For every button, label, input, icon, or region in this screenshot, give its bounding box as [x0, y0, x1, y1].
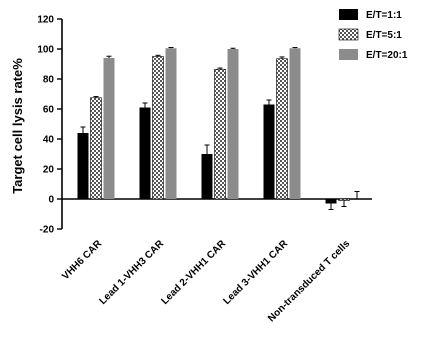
y-axis-title: Target cell lysis rate% [10, 58, 25, 194]
category-label-3: Lead 2-VHH1 CAR [159, 238, 228, 307]
legend-swatch-1 [339, 9, 358, 20]
bar-1-1 [77, 133, 89, 199]
legend-label-3: E/T=20:1 [366, 50, 408, 61]
bar-1-4 [263, 104, 275, 199]
bar-2-1 [90, 97, 102, 200]
y-tick-label: 100 [37, 45, 54, 56]
bar-3-2 [165, 48, 177, 199]
bar-3-3 [227, 49, 239, 199]
legend: E/T=1:1 E/T=5:1 E/T=20:1 [338, 9, 408, 61]
error-bars [80, 47, 360, 210]
y-tick-label: 60 [43, 105, 55, 116]
legend-swatch-2 [338, 28, 359, 41]
bar-1-2 [139, 107, 151, 199]
y-tick-label: 0 [48, 195, 54, 206]
y-axis-ticks: -20 0 20 40 60 80 100 120 [37, 15, 62, 236]
bar-2-5 [338, 198, 350, 201]
bar-3-1 [103, 58, 115, 199]
category-label-4: Lead 3-VHH1 CAR [221, 238, 290, 307]
y-tick-label: 20 [43, 165, 55, 176]
bar-1-5 [325, 199, 337, 204]
bar-3-4 [289, 48, 301, 199]
y-tick-label: -20 [40, 225, 55, 236]
legend-label-1: E/T=1:1 [366, 10, 402, 21]
category-label-2: Lead 1-VHH3 CAR [97, 238, 166, 307]
bar-2-3 [214, 68, 226, 200]
y-tick-label: 120 [37, 15, 54, 26]
y-tick-label: 80 [43, 75, 55, 86]
bar-2-4 [276, 58, 288, 200]
bars [77, 48, 350, 204]
legend-swatch-3 [339, 49, 358, 60]
bar-2-2 [152, 56, 164, 200]
category-label-1: VHH6 CAR [60, 238, 104, 282]
legend-label-2: E/T=5:1 [366, 30, 402, 41]
y-tick-label: 40 [43, 135, 55, 146]
bar-1-3 [201, 154, 213, 199]
